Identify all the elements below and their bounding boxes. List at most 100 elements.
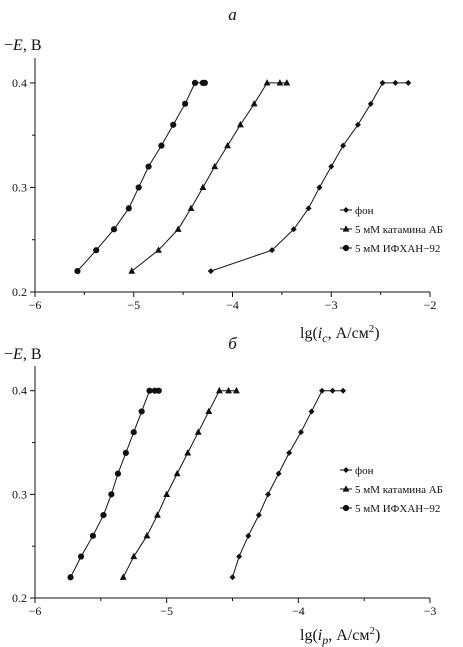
data-point bbox=[297, 429, 304, 436]
data-point bbox=[182, 100, 189, 107]
data-point bbox=[276, 79, 284, 86]
data-point bbox=[245, 532, 252, 539]
data-point bbox=[146, 387, 153, 394]
data-point bbox=[328, 163, 335, 170]
data-point bbox=[128, 267, 136, 274]
x-tick-label: −2 bbox=[424, 298, 437, 312]
series-triangle bbox=[119, 386, 240, 580]
data-point bbox=[290, 226, 297, 233]
x-tick-label: −4 bbox=[226, 298, 239, 312]
legend-marker bbox=[343, 467, 349, 473]
data-point bbox=[114, 470, 122, 477]
y-tick-label: 0.2 bbox=[12, 591, 27, 605]
data-point bbox=[340, 142, 347, 149]
data-point bbox=[108, 491, 115, 498]
series-line bbox=[232, 390, 344, 578]
data-point bbox=[405, 79, 412, 86]
panel-a: а −6 −5 −4 −3 −2 0.2 0.3 0.4 −E, В lg(ic, А/см2) фо… bbox=[4, 5, 443, 345]
series-circle bbox=[67, 387, 162, 581]
x-tick-label: −5 bbox=[127, 298, 140, 312]
data-point bbox=[250, 100, 258, 107]
series-line bbox=[122, 390, 237, 578]
data-point bbox=[269, 247, 275, 254]
data-point bbox=[275, 470, 282, 477]
series-line bbox=[70, 390, 159, 578]
legend: фон 5 мМ катамина АБ 5 мМ ИФХАН−92 bbox=[340, 465, 443, 515]
data-point bbox=[283, 79, 291, 86]
data-point bbox=[379, 79, 386, 86]
data-point bbox=[340, 387, 347, 394]
legend-label: 5 мМ ИФХАН−92 bbox=[355, 243, 440, 255]
series-line bbox=[131, 82, 287, 272]
data-point bbox=[122, 449, 129, 457]
y-tick-label: 0.2 bbox=[12, 285, 27, 299]
legend-marker bbox=[342, 244, 350, 252]
data-point bbox=[187, 204, 195, 211]
data-point bbox=[225, 386, 232, 394]
data-point bbox=[201, 79, 208, 87]
data-point bbox=[194, 428, 202, 435]
legend-label: 5 мМ катамина АБ bbox=[355, 484, 443, 496]
data-point bbox=[77, 553, 85, 560]
legend: фон 5 мМ катамина АБ 5 мМ ИФХАН−92 bbox=[340, 205, 443, 255]
data-point bbox=[305, 205, 312, 212]
legend-label: 5 мМ катамина АБ bbox=[355, 224, 443, 236]
data-point bbox=[158, 142, 165, 149]
panel-label: а bbox=[228, 5, 237, 24]
y-tick-label: 0.3 bbox=[12, 487, 27, 501]
data-point bbox=[329, 387, 336, 394]
data-point bbox=[199, 183, 207, 191]
data-point bbox=[286, 449, 293, 456]
series-diamond bbox=[207, 79, 412, 275]
series-line bbox=[77, 82, 205, 272]
x-tick-label: −3 bbox=[325, 298, 338, 312]
x-axis-label: lg(ic, А/см2) bbox=[300, 323, 380, 345]
data-point bbox=[100, 511, 107, 519]
x-tick-label: −6 bbox=[29, 298, 42, 312]
data-point bbox=[89, 532, 97, 539]
x-tick-label: −5 bbox=[160, 604, 173, 618]
data-point bbox=[255, 512, 262, 519]
legend-label: 5 мМ ИФХАН−92 bbox=[355, 503, 440, 515]
data-point bbox=[316, 184, 323, 191]
data-point bbox=[155, 387, 162, 394]
y-tick-label: 0.4 bbox=[12, 384, 27, 398]
series-triangle bbox=[128, 79, 291, 274]
y-axis-label: −E, В bbox=[4, 37, 41, 54]
panel-label: б bbox=[228, 334, 237, 353]
data-point bbox=[93, 247, 100, 254]
series-diamond bbox=[229, 387, 347, 581]
legend-label: фон bbox=[355, 205, 374, 217]
x-axis-label: lg(ip, А/см2) bbox=[300, 625, 380, 647]
data-point bbox=[163, 490, 171, 497]
data-point bbox=[125, 205, 132, 212]
data-point bbox=[155, 246, 162, 253]
legend-marker bbox=[342, 225, 350, 232]
data-point bbox=[130, 429, 137, 436]
data-point bbox=[211, 162, 219, 170]
data-point bbox=[237, 120, 244, 128]
y-tick-label: 0.3 bbox=[12, 180, 27, 194]
data-point bbox=[263, 79, 271, 86]
data-point bbox=[236, 553, 243, 560]
legend-marker bbox=[342, 504, 350, 512]
data-point bbox=[138, 408, 145, 415]
y-tick-label: 0.4 bbox=[12, 76, 27, 90]
data-point bbox=[224, 141, 231, 149]
data-point bbox=[154, 511, 161, 518]
panel-b: б −6 −5 −4 −3 0.2 0.3 0.4 −E, В lg(ip, А/см2) фон 5… bbox=[4, 334, 443, 647]
legend-marker bbox=[342, 485, 350, 492]
data-point bbox=[229, 574, 236, 581]
data-point bbox=[67, 574, 74, 581]
data-point bbox=[354, 121, 361, 128]
data-point bbox=[308, 408, 315, 415]
x-tick-label: −6 bbox=[29, 604, 42, 618]
data-point bbox=[110, 226, 118, 233]
data-point bbox=[233, 386, 240, 394]
data-point bbox=[119, 573, 127, 580]
data-point bbox=[130, 552, 138, 560]
data-point bbox=[174, 225, 182, 232]
data-point bbox=[392, 79, 399, 86]
data-point bbox=[184, 449, 192, 456]
